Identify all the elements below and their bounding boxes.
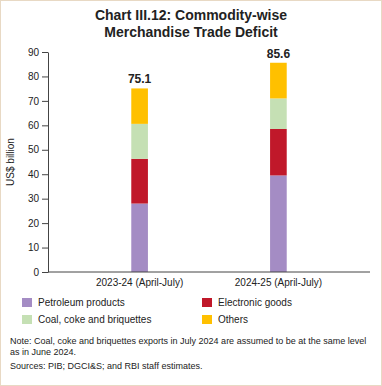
- y-tick-mark: [42, 150, 48, 151]
- legend-swatch: [202, 315, 212, 324]
- y-tick: 20: [28, 218, 48, 229]
- y-tick: 70: [28, 96, 48, 107]
- legend-swatch: [22, 315, 32, 324]
- bar-segment: [270, 129, 287, 175]
- bars: [131, 63, 286, 272]
- y-tick: 90: [28, 47, 48, 58]
- y-tick-label: 50: [28, 144, 40, 155]
- legend-label: Coal, coke and briquettes: [38, 314, 151, 325]
- frame: [1, 1, 382, 386]
- legend-label: Petroleum products: [38, 297, 125, 308]
- y-tick-mark: [42, 76, 48, 77]
- y-tick: 80: [28, 71, 48, 82]
- plot: 75.1 85.6 0 10 20 30 40 50 60 70 80 90 2023-24 (Apri…: [28, 47, 370, 288]
- y-tick: 10: [28, 242, 48, 253]
- bar-segment: [270, 175, 287, 272]
- bar-segment: [131, 159, 148, 204]
- total-label: 85.6: [267, 47, 291, 61]
- y-tick-label: 70: [28, 96, 40, 107]
- chart: Chart III.12: Commodity-wiseMerchandise …: [0, 0, 382, 386]
- y-tick-label: 60: [28, 120, 40, 131]
- y-tick-label: 20: [28, 218, 40, 229]
- bar-segment: [270, 98, 287, 129]
- legend-label: Others: [218, 314, 248, 325]
- y-tick-mark: [42, 199, 48, 200]
- legend-swatch: [202, 298, 212, 307]
- y-tick-label: 30: [28, 193, 40, 204]
- bar-segment: [131, 124, 148, 159]
- y-axis-line: [48, 53, 49, 273]
- y-axis-title: US$ billion: [5, 138, 16, 186]
- total-label: 75.1: [128, 72, 152, 86]
- y-tick-mark: [42, 174, 48, 175]
- sources: Sources: PIB; DGCI&S; and RBI staff esti…: [10, 361, 202, 371]
- y-tick: 30: [28, 193, 48, 204]
- x-tick-label: 2023-24 (April-July): [96, 277, 183, 288]
- y-tick-label: 0: [33, 267, 39, 278]
- legend: Petroleum products Electronic goods Coal, …: [22, 297, 292, 325]
- y-tick-label: 90: [28, 47, 40, 58]
- y-tick: 0: [33, 267, 48, 278]
- y-axis: 0 10 20 30 40 50 60 70 80 90: [28, 47, 49, 278]
- bar-segment: [131, 88, 148, 123]
- y-tick-mark: [42, 248, 48, 249]
- y-tick-mark: [42, 125, 48, 126]
- y-tick-mark: [42, 223, 48, 224]
- y-tick-label: 40: [28, 169, 40, 180]
- y-tick-mark: [42, 101, 48, 102]
- y-tick: 50: [28, 144, 48, 155]
- y-tick-label: 80: [28, 71, 40, 82]
- y-tick-mark: [42, 272, 48, 273]
- y-tick-mark: [42, 52, 48, 53]
- x-axis: 2023-24 (April-July) 2024-25 (April-July): [48, 272, 370, 288]
- legend-label: Electronic goods: [218, 297, 292, 308]
- title: Chart III.12: Commodity-wiseMerchandise …: [95, 7, 287, 40]
- bar-segment: [131, 204, 148, 272]
- x-tick: 2023-24 (April-July): [96, 272, 183, 288]
- x-tick-label: 2024-25 (April-July): [235, 277, 322, 288]
- x-tick: 2024-25 (April-July): [235, 272, 322, 288]
- bar-segment: [270, 63, 287, 99]
- y-tick: 40: [28, 169, 48, 180]
- legend-swatch: [22, 298, 32, 307]
- note: Note: Coal, coke and briquettes exports …: [10, 336, 366, 357]
- y-tick-label: 10: [28, 242, 40, 253]
- x-axis-line: [48, 272, 370, 273]
- y-tick: 60: [28, 120, 48, 131]
